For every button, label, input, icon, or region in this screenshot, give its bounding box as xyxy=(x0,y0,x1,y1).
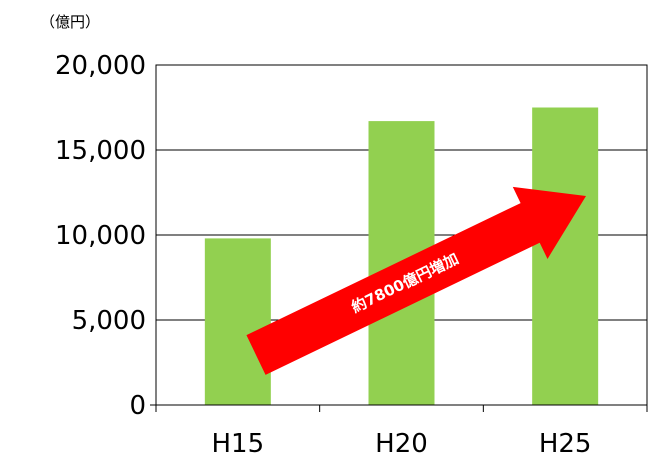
unit-label: （億円） xyxy=(40,13,100,31)
x-tick-label: H15 xyxy=(212,429,265,459)
bar-h25 xyxy=(532,108,598,406)
y-tick-label: 5,000 xyxy=(72,306,146,336)
y-tick-label: 0 xyxy=(129,391,146,421)
y-tick-label: 20,000 xyxy=(55,51,146,81)
x-axis: H15 H20 H25 xyxy=(150,405,647,459)
y-tick-label: 15,000 xyxy=(55,136,146,166)
y-tick-labels: 0 5,000 10,000 15,000 20,000 xyxy=(55,51,146,421)
y-tick-label: 10,000 xyxy=(55,221,146,251)
x-tick-label: H25 xyxy=(539,429,592,459)
bar-h15 xyxy=(205,238,271,405)
x-tick-label: H20 xyxy=(375,429,428,459)
